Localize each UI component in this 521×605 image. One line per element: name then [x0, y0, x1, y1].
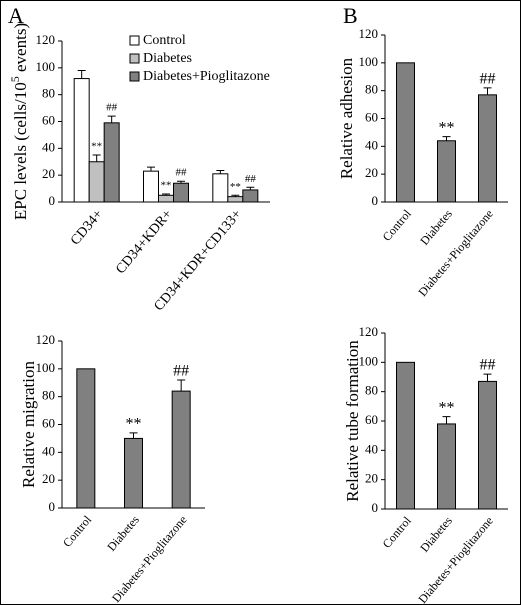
y-tick-label: 60: [365, 109, 378, 124]
significance-mark: ##: [106, 102, 118, 114]
bar: [173, 182, 189, 203]
significance-mark: ##: [245, 173, 257, 185]
legend-label: Diabetes: [143, 51, 192, 66]
bar: [171, 390, 191, 509]
y-tick-label: 80: [42, 388, 55, 403]
y-tick-label: 120: [36, 32, 56, 47]
y-tick-label: 40: [365, 441, 378, 456]
panel-label: A: [8, 3, 24, 28]
significance-mark: ##: [176, 167, 188, 179]
y-tick-label: 80: [365, 383, 378, 398]
bar: [396, 361, 415, 510]
significance-mark: **: [126, 416, 142, 433]
error-bar: [483, 87, 492, 95]
error-bar: [147, 166, 155, 172]
bar: [158, 194, 174, 203]
y-tick-label: 100: [36, 360, 56, 375]
y-tick-label: 100: [359, 54, 379, 69]
error-bar: [246, 186, 255, 190]
bar: [396, 62, 415, 203]
y-tick-label: 20: [42, 166, 55, 181]
error-bar: [442, 136, 451, 141]
significance-mark: **: [91, 141, 102, 153]
y-axis-label: EPC levels (cells/105 events): [8, 23, 30, 220]
legend-swatch: [129, 35, 140, 46]
y-tick-label: 120: [359, 324, 379, 339]
y-tick-label: 80: [365, 82, 378, 97]
error-bar: [107, 115, 116, 123]
y-tick-label: 60: [42, 415, 55, 430]
significance-mark: ##: [173, 363, 189, 380]
significance-mark: **: [161, 179, 172, 191]
y-tick-label: 0: [49, 193, 56, 208]
y-axis-label-sup: 5: [8, 76, 22, 82]
bar: [124, 437, 143, 509]
bar: [143, 170, 159, 203]
bar: [88, 161, 105, 203]
y-tick-label: 20: [42, 471, 55, 486]
y-axis-label-text: Relative tube formation: [343, 340, 362, 502]
y-tick-label: 100: [359, 353, 379, 368]
y-tick-label: 120: [359, 26, 379, 41]
error-bar: [177, 180, 185, 184]
error-bar: [216, 169, 225, 174]
error-bar: [442, 416, 451, 424]
y-tick-label: 20: [365, 165, 378, 180]
error-bar: [129, 432, 138, 439]
error-bar: [92, 154, 101, 162]
bar: [242, 189, 259, 203]
bar: [103, 122, 120, 203]
bar: [212, 173, 229, 203]
legend-label: Control: [143, 33, 186, 48]
error-bar: [162, 193, 170, 196]
y-tick-label: 40: [42, 443, 55, 458]
y-axis-label-text: Relative migration: [19, 361, 38, 488]
bar: [227, 196, 244, 203]
error-bar: [177, 379, 186, 392]
legend-label: Diabetes+Pioglitazone: [143, 69, 270, 84]
y-tick-label: 40: [365, 137, 378, 152]
y-tick-label: 60: [42, 112, 55, 127]
y-axis-label: Relative adhesion: [337, 57, 356, 179]
legend-swatch: [129, 71, 140, 82]
y-axis-label: Relative migration: [19, 361, 38, 488]
significance-mark: **: [439, 119, 455, 136]
y-tick-label: 60: [365, 412, 378, 427]
significance-mark: **: [439, 399, 455, 416]
bar: [437, 423, 456, 510]
significance-mark: ##: [480, 357, 496, 374]
y-axis-label-text: Relative adhesion: [337, 57, 356, 179]
error-bar: [231, 194, 240, 197]
bar: [478, 380, 497, 510]
y-tick-label: 20: [365, 471, 378, 486]
y-axis-label: Relative tube formation: [343, 340, 362, 502]
y-tick-label: 0: [372, 500, 379, 515]
significance-mark: **: [230, 181, 241, 193]
y-tick-label: 40: [42, 139, 55, 154]
legend-swatch: [129, 53, 140, 64]
y-tick-label: 0: [372, 193, 379, 208]
y-tick-label: 80: [42, 86, 55, 101]
y-tick-label: 0: [49, 499, 56, 514]
y-tick-label: 100: [36, 59, 56, 74]
bar: [437, 140, 456, 203]
bar: [73, 78, 90, 203]
error-bar: [483, 373, 492, 382]
error-bar: [77, 70, 86, 79]
y-axis-label-text: EPC levels (cells/10: [11, 82, 30, 220]
panel-label: B: [343, 3, 358, 28]
y-tick-label: 120: [36, 332, 56, 347]
bar: [478, 94, 497, 203]
bar: [76, 368, 96, 509]
significance-mark: ##: [480, 71, 496, 88]
y-axis-label-suffix: events): [11, 23, 30, 76]
